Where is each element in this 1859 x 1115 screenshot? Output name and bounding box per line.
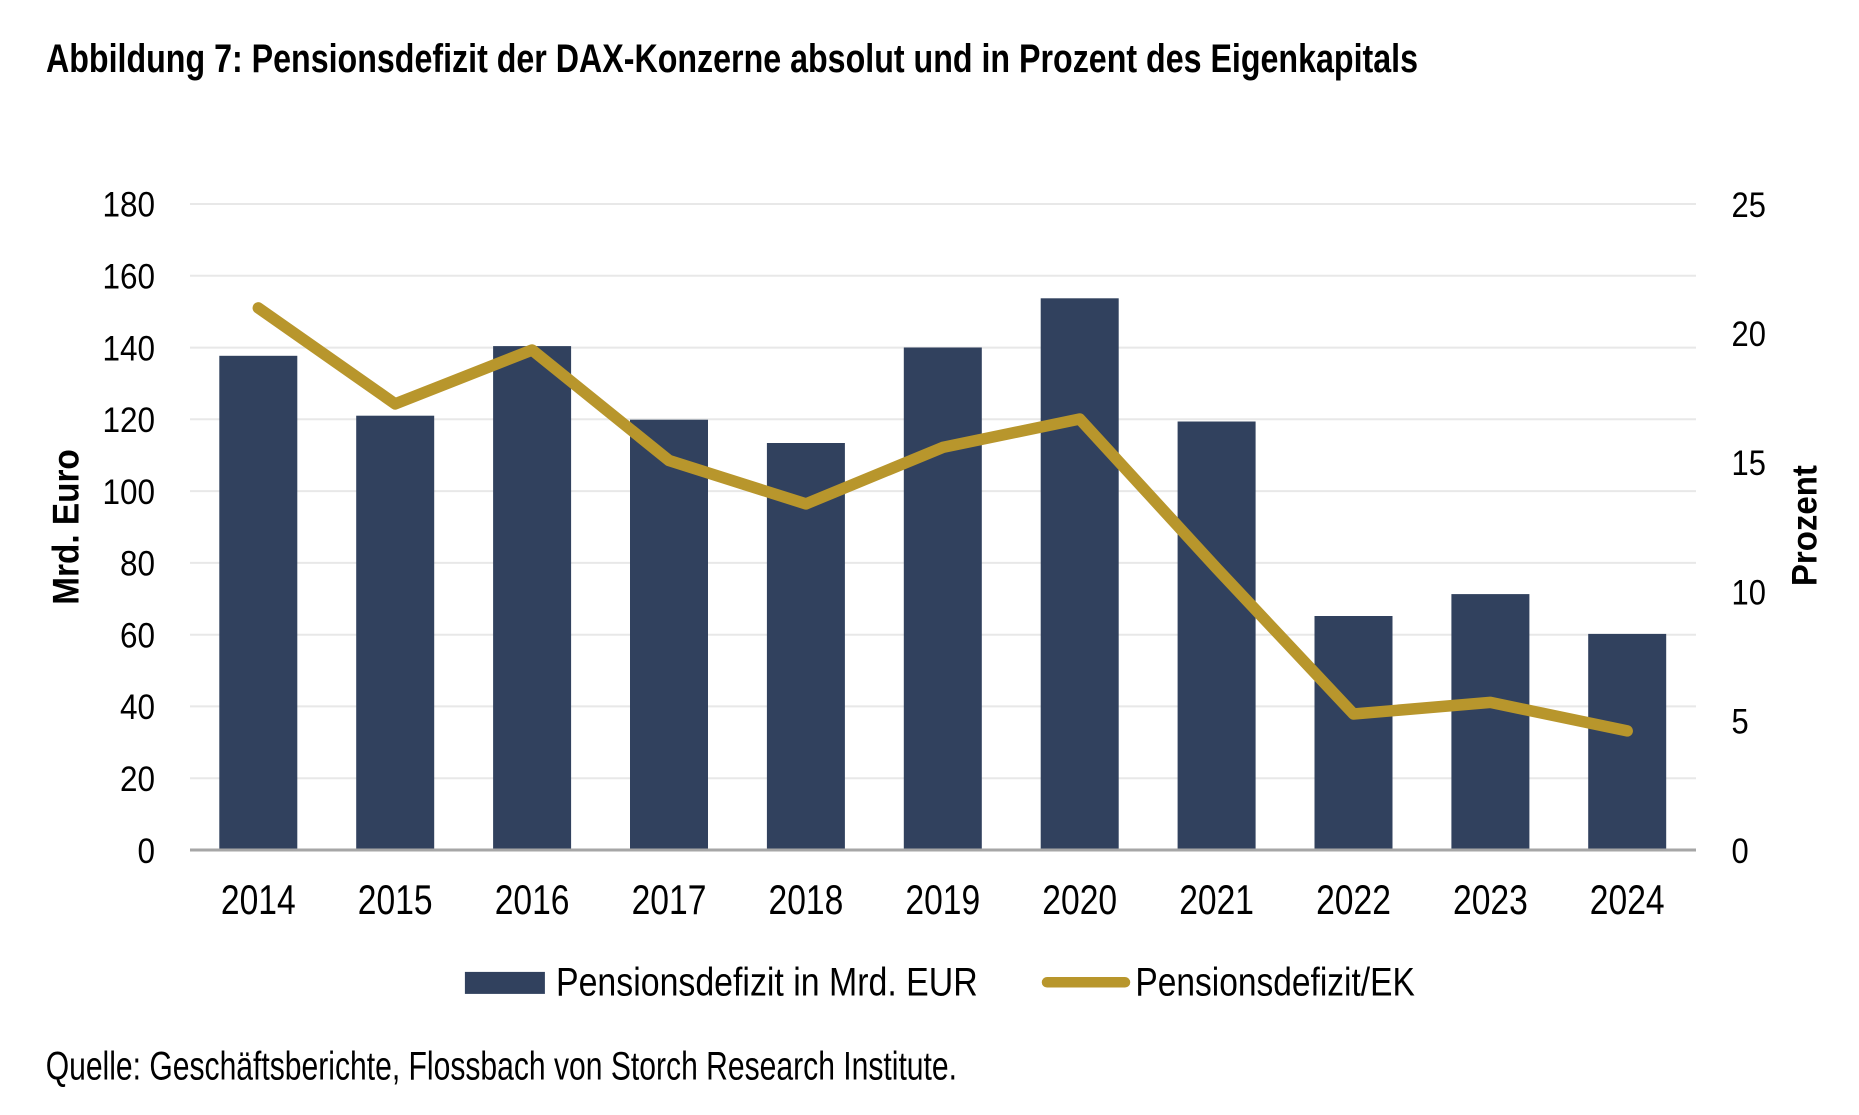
svg-text:Pensionsdefizit in Mrd. EUR: Pensionsdefizit in Mrd. EUR [556,961,978,1005]
svg-text:2015: 2015 [358,876,433,923]
svg-text:160: 160 [103,258,156,297]
svg-text:20: 20 [120,760,155,799]
svg-text:Quelle: Geschäftsberichte, Flo: Quelle: Geschäftsberichte, Flossbach von… [46,1045,957,1089]
svg-text:60: 60 [120,616,155,655]
svg-text:40: 40 [120,688,155,727]
svg-text:2016: 2016 [495,876,570,923]
svg-text:180: 180 [103,186,156,225]
svg-text:140: 140 [103,329,156,368]
svg-text:10: 10 [1732,573,1766,612]
svg-text:Prozent: Prozent [1785,465,1824,586]
svg-text:20: 20 [1732,315,1766,354]
svg-text:15: 15 [1732,444,1766,483]
svg-text:0: 0 [1732,832,1749,871]
svg-text:120: 120 [103,401,156,440]
svg-text:2024: 2024 [1590,876,1665,923]
svg-text:Pensionsdefizit/EK: Pensionsdefizit/EK [1135,961,1415,1005]
svg-text:2023: 2023 [1453,876,1528,923]
svg-text:0: 0 [138,832,156,871]
svg-text:2014: 2014 [221,876,296,923]
svg-text:Abbildung 7: Pensionsdefizit d: Abbildung 7: Pensionsdefizit der DAX-Kon… [46,37,1418,81]
svg-text:25: 25 [1732,186,1766,225]
svg-text:5: 5 [1732,703,1749,742]
svg-text:2017: 2017 [632,876,707,923]
svg-text:80: 80 [120,545,155,584]
svg-text:2020: 2020 [1042,876,1117,923]
svg-text:2019: 2019 [905,876,980,923]
svg-text:Mrd. Euro: Mrd. Euro [45,449,86,605]
svg-text:2021: 2021 [1179,876,1254,923]
svg-text:2018: 2018 [769,876,844,923]
svg-text:2022: 2022 [1316,876,1391,923]
svg-text:100: 100 [103,473,156,512]
